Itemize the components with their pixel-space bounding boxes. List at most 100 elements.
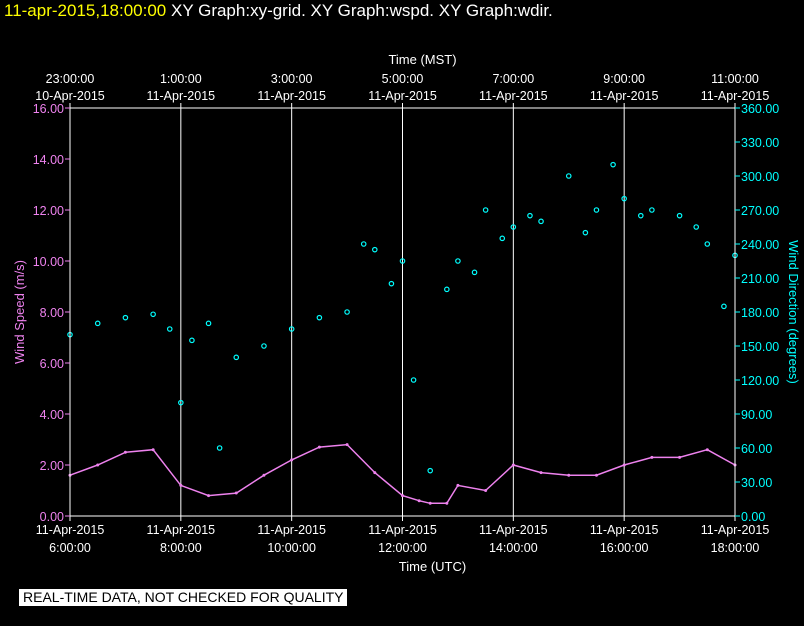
y-tick-label-right: 150.00 (741, 340, 779, 354)
wind-speed-point (705, 448, 709, 452)
wind-direction-point (510, 224, 517, 230)
y-tick-label-right: 360.00 (741, 102, 779, 116)
wind-speed-point (678, 455, 682, 459)
x-tick-label-bottom-date: 11-Apr-2015 (701, 523, 770, 537)
wind-speed-point (345, 443, 349, 447)
x-tick-label-top-date: 11-Apr-2015 (147, 89, 216, 103)
wind-direction-series (67, 161, 738, 474)
wind-direction-point (122, 314, 129, 321)
wind-direction-point (189, 337, 195, 344)
wind-speed-point (234, 491, 238, 495)
wind-direction-point (388, 280, 395, 287)
y-tick-label-right: 330.00 (741, 136, 779, 150)
axes-layer (65, 103, 740, 521)
y-tick-label-right: 240.00 (741, 238, 779, 252)
wind-direction-point (693, 224, 700, 230)
header-graph-xy-grid: XY Graph:xy-grid. (171, 1, 306, 20)
wind-direction-point (371, 246, 378, 253)
header-graph-wspd: XY Graph:wspd. (310, 1, 435, 20)
x-tick-label-bottom-time: 6:00:00 (49, 541, 91, 555)
wind-direction-point (538, 218, 544, 225)
x-tick-label-top-date: 10-Apr-2015 (35, 89, 105, 103)
y-tick-label-left: 8.00 (40, 306, 64, 320)
x-tick-label-bottom-time: 12:00:00 (378, 541, 427, 555)
header-timestamp: 11-apr-2015,18:00:00 (4, 1, 167, 20)
x-tick-label-bottom-date: 11-Apr-2015 (147, 523, 216, 537)
x-tick-label-top-time: 23:00:00 (46, 72, 95, 86)
wind-direction-point (527, 212, 533, 219)
x-tick-label-top-date: 11-Apr-2015 (257, 89, 326, 103)
y-tick-label-left: 16.00 (33, 102, 64, 116)
wind-direction-point (482, 207, 489, 213)
wind-direction-point (216, 445, 223, 451)
top-axis-title: Time (MST) (388, 52, 456, 67)
wind-direction-point (166, 326, 173, 332)
wind-direction-point (637, 212, 644, 219)
wind-speed-point (511, 463, 515, 467)
wind-speed-point (445, 501, 449, 505)
wind-speed-point (417, 499, 421, 503)
wind-speed-point (373, 471, 377, 475)
x-tick-label-top-date: 11-Apr-2015 (701, 89, 770, 103)
wind-direction-point (316, 314, 323, 321)
wind-speed-series (68, 443, 737, 505)
labels-layer: 11-Apr-2015 6:00:00 11-Apr-2015 8:00:00 11-A… (12, 52, 801, 574)
y-tick-label-left: 0.00 (40, 510, 64, 524)
y-tick-label-left: 2.00 (40, 459, 64, 473)
y-tick-label-left: 10.00 (33, 255, 64, 269)
wind-direction-point (360, 241, 367, 247)
wind-direction-point (233, 354, 240, 361)
wind-direction-point (455, 258, 461, 264)
wind-direction-point (261, 343, 267, 349)
x-tick-label-bottom-time: 10:00:00 (267, 541, 316, 555)
wind-direction-point (721, 303, 727, 310)
wind-direction-point (676, 212, 683, 219)
x-tick-label-bottom-date: 11-Apr-2015 (590, 523, 659, 537)
wind-speed-point (428, 501, 432, 505)
wind-speed-point (123, 450, 127, 454)
wind-speed-point (594, 473, 598, 477)
wind-direction-point (288, 326, 295, 332)
wind-speed-point (456, 483, 460, 487)
wind-speed-point (622, 463, 626, 467)
left-axis-title: Wind Speed (m/s) (12, 260, 27, 364)
wind-direction-point (704, 241, 711, 247)
wind-direction-point (344, 309, 350, 315)
wind-speed-point (484, 489, 488, 492)
x-tick-label-top-time: 5:00:00 (382, 72, 424, 86)
y-tick-label-right: 90.00 (741, 408, 772, 422)
right-axis-title: Wind Direction (degrees) (786, 240, 801, 384)
x-tick-label-top-date: 11-Apr-2015 (368, 89, 437, 103)
x-tick-label-bottom-date: 11-Apr-2015 (36, 523, 105, 537)
y-tick-label-right: 300.00 (741, 170, 779, 184)
y-tick-label-right: 270.00 (741, 204, 779, 218)
wind-direction-point (178, 399, 184, 406)
y-tick-label-right: 120.00 (741, 374, 779, 388)
wind-direction-point (471, 269, 478, 276)
wind-direction-point (150, 311, 156, 318)
wind-speed-point (207, 494, 211, 498)
header: 11-apr-2015,18:00:00 XY Graph:xy-grid. X… (4, 1, 553, 21)
wind-speed-point (567, 473, 571, 477)
x-tick-label-top-time: 1:00:00 (160, 72, 202, 86)
wind-direction-point (410, 377, 417, 383)
y-tick-label-left: 12.00 (33, 204, 64, 218)
y-tick-label-left: 6.00 (40, 357, 64, 371)
x-tick-label-top-date: 11-Apr-2015 (590, 89, 659, 103)
header-graph-wdir: XY Graph:wdir. (438, 1, 553, 20)
wind-direction-point (565, 173, 572, 179)
wind-direction-point (94, 320, 101, 327)
wind-direction-point (205, 320, 212, 327)
x-tick-label-top-time: 7:00:00 (492, 72, 534, 86)
x-tick-label-top-time: 11:00:00 (711, 72, 759, 86)
y-tick-label-left: 4.00 (40, 408, 64, 422)
x-tick-label-bottom-time: 18:00:00 (711, 541, 760, 555)
x-tick-label-bottom-date: 11-Apr-2015 (257, 523, 326, 537)
wind-direction-point (499, 235, 506, 242)
x-tick-label-bottom-time: 14:00:00 (489, 541, 538, 555)
y-tick-label-right: 210.00 (741, 272, 779, 286)
wind-direction-point (444, 286, 450, 293)
bottom-axis-title: Time (UTC) (399, 559, 466, 574)
wind-direction-point (649, 207, 655, 213)
